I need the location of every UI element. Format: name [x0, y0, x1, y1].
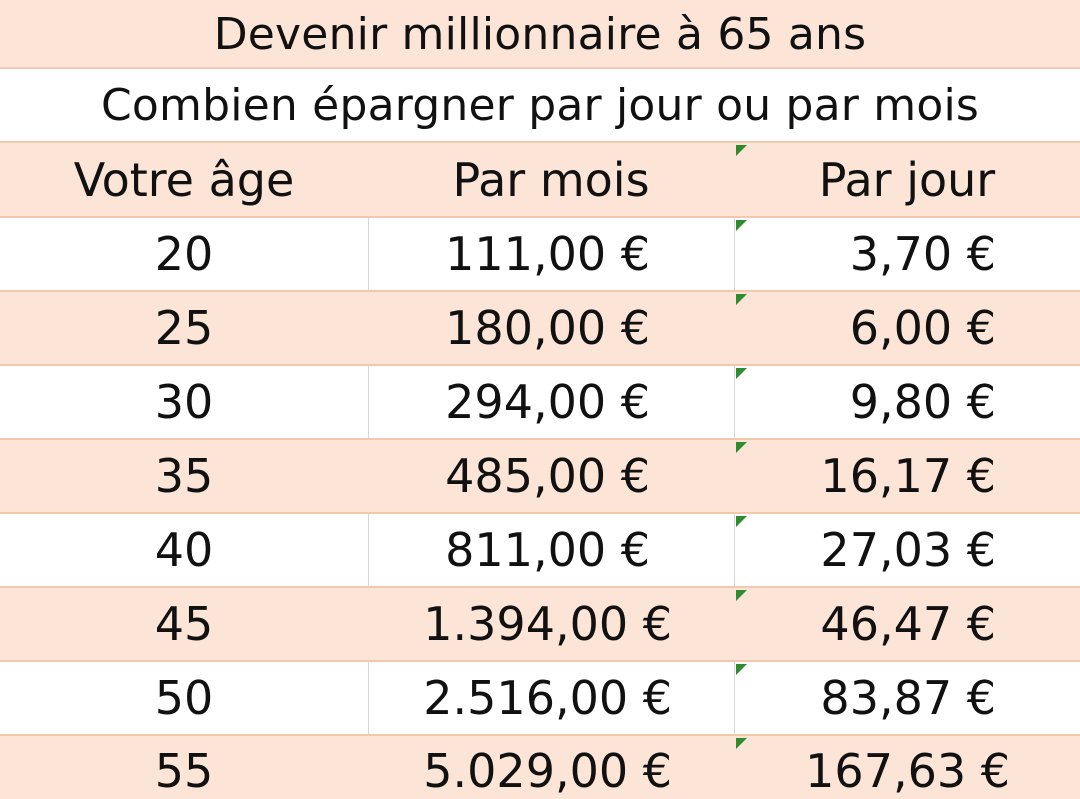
header-age[interactable]: Votre âge — [73, 152, 295, 207]
row-divider — [0, 67, 1080, 69]
per-month-cell[interactable]: 111,00 € — [445, 227, 650, 281]
per-month-cell[interactable]: 811,00 € — [445, 523, 650, 577]
age-cell[interactable]: 35 — [154, 449, 214, 503]
age-cell[interactable]: 40 — [154, 523, 214, 577]
subtitle-cell[interactable]: Combien épargner par jour ou par mois — [0, 69, 1080, 141]
column-divider — [368, 366, 369, 438]
per-month-cell[interactable]: 294,00 € — [445, 375, 650, 429]
table-row: 35 485,00 € 16,17 € — [0, 440, 1080, 512]
per-month-cell[interactable]: 5.029,00 € — [423, 744, 672, 798]
column-divider — [368, 514, 369, 586]
per-month-cell[interactable]: 1.394,00 € — [423, 597, 672, 651]
per-day-cell[interactable]: 27,03 € — [820, 523, 996, 577]
row-divider — [0, 438, 1080, 440]
header-per-month[interactable]: Par mois — [452, 152, 650, 207]
per-day-cell[interactable]: 46,47 € — [820, 597, 996, 651]
table-row: 40 811,00 € 27,03 € — [0, 514, 1080, 586]
per-month-cell[interactable]: 485,00 € — [445, 449, 650, 503]
row-divider — [0, 141, 1080, 143]
column-divider — [734, 366, 735, 438]
column-divider — [734, 662, 735, 734]
comment-marker-icon — [736, 368, 747, 379]
row-divider — [0, 734, 1080, 736]
column-divider — [368, 218, 369, 290]
table-row: 20 111,00 € 3,70 € — [0, 218, 1080, 290]
row-divider — [0, 586, 1080, 588]
table-row: 45 1.394,00 € 46,47 € — [0, 588, 1080, 660]
per-day-cell[interactable]: 167,63 € — [805, 744, 1010, 798]
column-divider — [734, 514, 735, 586]
age-cell[interactable]: 25 — [154, 301, 214, 355]
header-per-day[interactable]: Par jour — [818, 152, 996, 207]
age-cell[interactable]: 30 — [154, 375, 214, 429]
table-row: 25 180,00 € 6,00 € — [0, 292, 1080, 364]
per-day-cell[interactable]: 3,70 € — [849, 227, 996, 281]
comment-marker-icon — [736, 220, 747, 231]
comment-marker-icon — [736, 145, 747, 156]
row-divider — [0, 290, 1080, 292]
per-day-cell[interactable]: 9,80 € — [849, 375, 996, 429]
row-divider — [0, 512, 1080, 514]
per-day-cell[interactable]: 16,17 € — [820, 449, 996, 503]
per-day-cell[interactable]: 6,00 € — [849, 301, 996, 355]
per-day-cell[interactable]: 83,87 € — [820, 671, 996, 725]
comment-marker-icon — [736, 442, 747, 453]
row-divider — [0, 364, 1080, 366]
column-divider — [734, 218, 735, 290]
title-cell[interactable]: Devenir millionnaire à 65 ans — [0, 0, 1080, 68]
per-month-cell[interactable]: 2.516,00 € — [423, 671, 672, 725]
title-text: Devenir millionnaire à 65 ans — [213, 8, 867, 60]
table-row: 50 2.516,00 € 83,87 € — [0, 662, 1080, 734]
per-month-cell[interactable]: 180,00 € — [445, 301, 650, 355]
subtitle-text: Combien épargner par jour ou par mois — [100, 79, 979, 131]
table-row: 55 5.029,00 € 167,63 € — [0, 736, 1080, 799]
row-divider — [0, 660, 1080, 662]
column-divider — [368, 662, 369, 734]
comment-marker-icon — [736, 294, 747, 305]
age-cell[interactable]: 20 — [154, 227, 214, 281]
comment-marker-icon — [736, 664, 747, 675]
age-cell[interactable]: 45 — [154, 597, 214, 651]
comment-marker-icon — [736, 516, 747, 527]
header-row: Votre âge Par mois Par jour — [0, 143, 1080, 216]
age-cell[interactable]: 55 — [154, 744, 214, 798]
row-divider — [0, 216, 1080, 218]
table-row: 30 294,00 € 9,80 € — [0, 366, 1080, 438]
comment-marker-icon — [736, 738, 747, 749]
age-cell[interactable]: 50 — [154, 671, 214, 725]
comment-marker-icon — [736, 590, 747, 601]
